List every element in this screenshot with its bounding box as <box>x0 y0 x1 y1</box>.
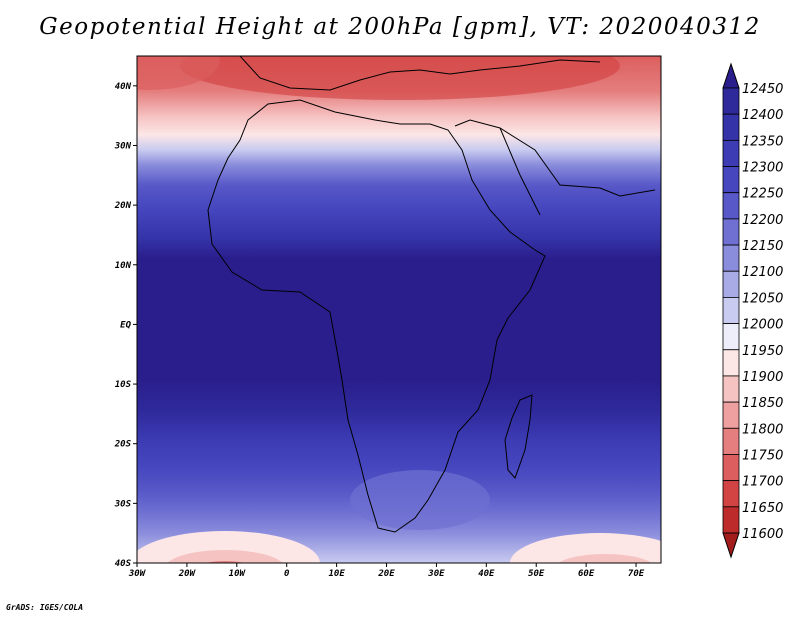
colorbar-label: 11750 <box>742 448 783 463</box>
lon-tick-label: 70E <box>628 569 645 579</box>
colorbar-label: 12100 <box>742 265 783 280</box>
colorbar-label: 12050 <box>742 291 783 306</box>
lon-tick-label: 20E <box>377 569 395 579</box>
lon-tick-label: 20W <box>178 569 197 579</box>
colorbar-label: 12300 <box>742 161 783 176</box>
lon-tick-label: 30W <box>128 569 147 579</box>
lat-tick-label: 20S <box>114 440 132 450</box>
colorbar-label: 11600 <box>742 527 783 542</box>
colorbar-label: 11900 <box>742 370 783 385</box>
colorbar-segment <box>722 349 740 377</box>
colorbar-segment <box>722 192 740 220</box>
coastlines <box>207 56 656 533</box>
colorbar-label: 11950 <box>742 344 783 359</box>
colorbar: 12450 12400 12350 12300 12250 12200 12150 12100… <box>722 62 783 559</box>
colorbar-label: 12450 <box>742 82 783 97</box>
lat-tick-label: 30N <box>114 141 132 151</box>
colorbar-segment <box>722 244 740 272</box>
colorbar-segment <box>722 427 740 455</box>
colorbar-label: 11700 <box>742 475 783 490</box>
height-field <box>137 56 661 563</box>
map-title: Geopotential Height at 200hPa [gpm], VT:… <box>39 14 761 40</box>
colorbar-segment <box>722 113 740 141</box>
colorbar-segment <box>722 270 740 298</box>
lat-tick-label: EQ <box>120 320 131 330</box>
lon-tick-label: 60E <box>578 569 595 579</box>
colorbar-label: 12400 <box>742 108 783 123</box>
colorbar-segment <box>722 375 740 403</box>
colorbar-segment <box>722 139 740 167</box>
colorbar-segment <box>722 323 740 351</box>
colorbar-segment <box>722 297 740 324</box>
lat-tick-label: 30S <box>114 499 132 509</box>
colorbar-segment <box>722 401 740 429</box>
colorbar-label: 12000 <box>742 318 783 333</box>
lat-tick-label: 10S <box>115 380 132 390</box>
lon-tick-label: 10W <box>229 569 247 579</box>
map-frame <box>136 55 662 564</box>
colorbar-segment <box>722 454 740 482</box>
lon-tick-label: 30E <box>427 569 445 579</box>
colorbar-segment <box>722 480 740 508</box>
lat-tick-label: 40N <box>115 82 132 92</box>
lon-tick-label: 50E <box>528 569 545 579</box>
lon-tick-label: 0 <box>284 569 290 579</box>
colorbar-segment <box>722 87 740 115</box>
longitude-axis: 30W 20W 10W 0 10E 20E 30E 40E 50E 60E 70E <box>128 563 645 579</box>
lat-tick-label: 20N <box>114 201 132 211</box>
lat-tick-label: 10N <box>115 261 132 271</box>
grads-credit: GrADS: IGES/COLA <box>6 603 84 612</box>
colorbar-label: 12350 <box>742 134 783 149</box>
colorbar-label: 11850 <box>742 396 783 411</box>
lat-tick-label: 40S <box>115 559 132 569</box>
colorbar-bottom-arrow <box>722 532 740 559</box>
colorbar-label: 11800 <box>742 422 783 437</box>
colorbar-label: 12250 <box>742 187 783 202</box>
colorbar-label: 11650 <box>742 501 783 516</box>
colorbar-top-arrow <box>722 62 740 89</box>
colorbar-segment <box>722 218 740 246</box>
colorbar-segment <box>722 166 740 194</box>
colorbar-label: 12200 <box>742 213 783 228</box>
lon-tick-label: 10E <box>328 569 345 579</box>
colorbar-label: 12150 <box>742 239 783 254</box>
colorbar-segment <box>722 506 740 534</box>
lon-tick-label: 40E <box>478 569 495 579</box>
latitude-axis: 40N 30N 20N 10N EQ 10S 20S 30S 40S <box>114 82 137 569</box>
